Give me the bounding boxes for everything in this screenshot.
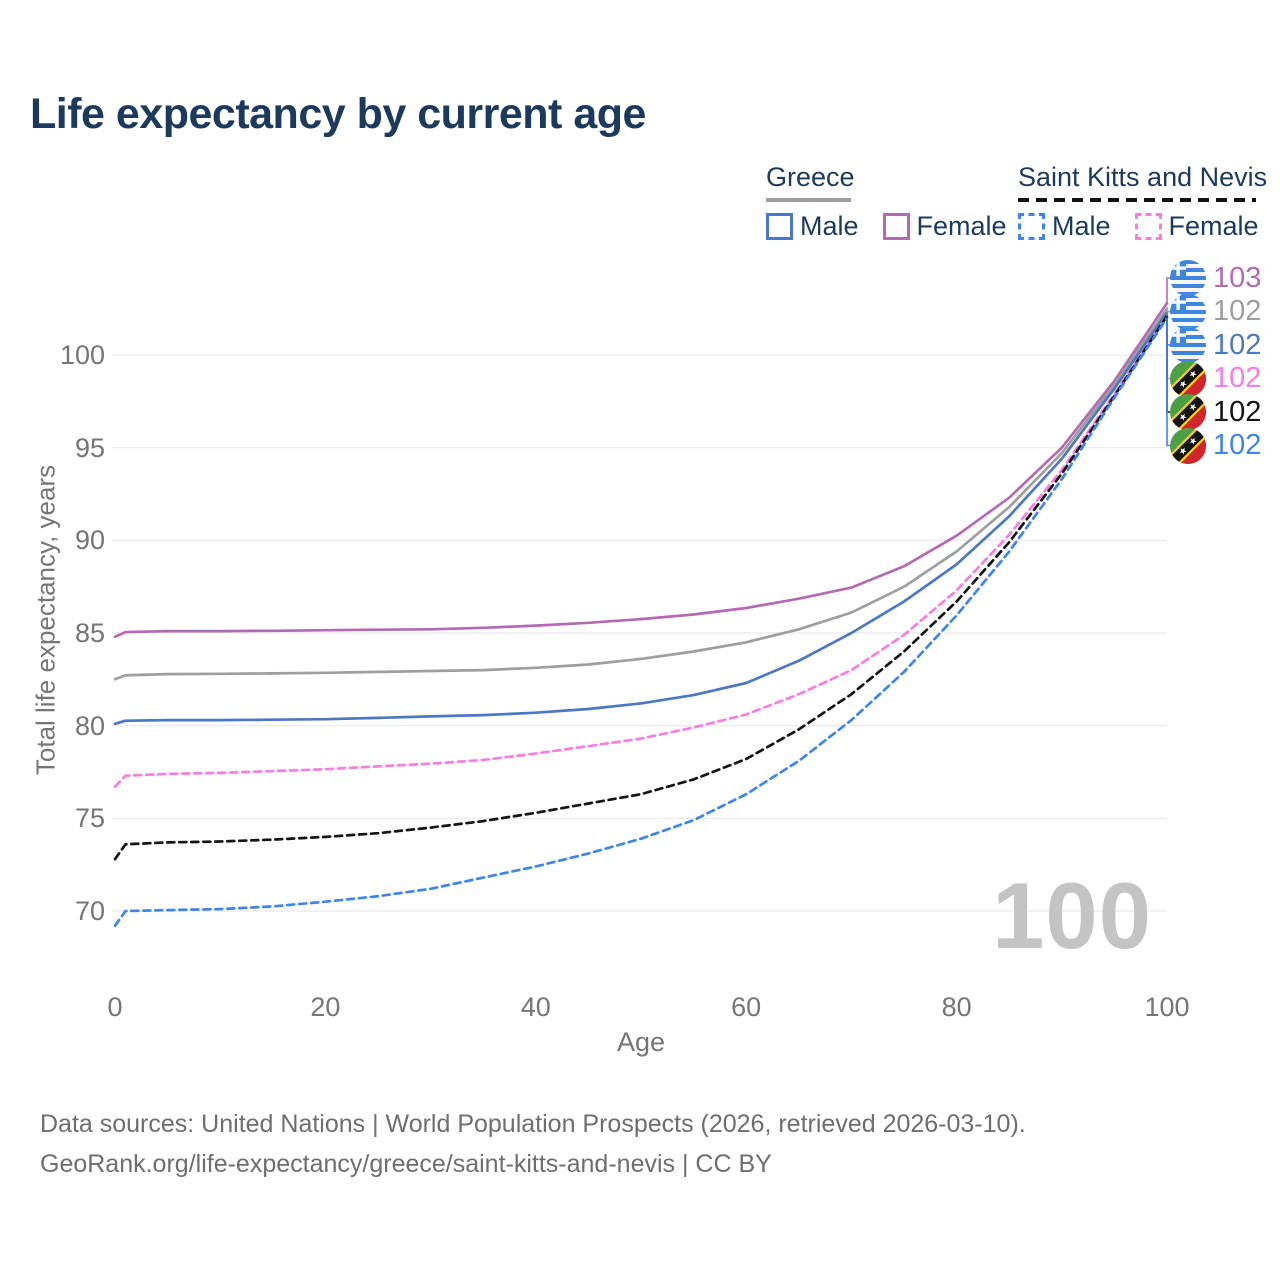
end-label-row: 102 (1170, 428, 1261, 464)
end-label-row: 102 (1170, 327, 1261, 363)
series-line-saint-kitts-and-nevis-male[interactable] (113, 316, 1169, 928)
x-tick-label-80: 80 (941, 992, 972, 1022)
x-tick-label-100: 100 (1144, 992, 1190, 1022)
end-label-row: 103 (1170, 260, 1261, 296)
y-tick-label-95: 95 (74, 432, 105, 463)
greece-female-swatch-icon (882, 213, 910, 240)
series-line-saint-kitts-and-nevis-female[interactable] (113, 314, 1169, 789)
x-axis-title: Age (616, 1027, 666, 1057)
legend-item-skn-female[interactable]: Female (1134, 211, 1259, 242)
saint-kitts-and-nevis-flag-icon (1170, 361, 1206, 397)
x-tick-label-20: 20 (310, 992, 341, 1022)
skn-female-swatch-icon (1134, 213, 1162, 240)
end-label-value: 102 (1213, 295, 1262, 327)
end-label-value: 102 (1213, 429, 1262, 461)
series-line-greece-female[interactable] (113, 301, 1169, 639)
y-tick-label-100: 100 (59, 340, 105, 370)
legend-group-greece-title: Greece (766, 162, 855, 192)
legend-group-greece: Greece Male Female (766, 162, 1031, 242)
legend-item-label: Female (916, 211, 1007, 241)
data-sources-text: Data sources: United Nations | World Pop… (40, 1110, 1026, 1138)
greece-flag-icon (1170, 327, 1206, 363)
x-tick-label-40: 40 (520, 992, 551, 1022)
end-label-value: 102 (1213, 362, 1262, 394)
greece-flag-icon (1170, 260, 1206, 296)
legend-item-greece-female[interactable]: Female (882, 211, 1007, 242)
y-tick-label-85: 85 (74, 618, 105, 648)
end-label-value: 102 (1213, 395, 1262, 428)
legend-item-label: Male (800, 211, 859, 241)
greece-flag-icon (1170, 294, 1206, 330)
y-tick-label-90: 90 (74, 525, 105, 556)
legend-skn-underline (1018, 198, 1256, 202)
end-label-value: 102 (1213, 328, 1262, 361)
x-tick-label-0: 0 (107, 992, 123, 1022)
legend-item-skn-male[interactable]: Male (1018, 211, 1111, 242)
series-line-greece-both-sexes[interactable] (113, 307, 1169, 681)
legend-item-label: Male (1052, 211, 1111, 241)
series-line-greece-male[interactable] (113, 311, 1169, 726)
source-url-text[interactable]: GeoRank.org/life-expectancy/greece/saint… (40, 1150, 772, 1178)
saint-kitts-and-nevis-flag-icon (1170, 394, 1206, 430)
legend-group-saint-kitts-and-nevis: Saint Kitts and Nevis Male Female (1018, 162, 1280, 242)
y-tick-label-80: 80 (74, 710, 105, 741)
end-label-value: 103 (1213, 261, 1262, 294)
greece-male-swatch-icon (766, 213, 793, 240)
saint-kitts-and-nevis-flag-icon (1170, 428, 1206, 464)
y-tick-label-70: 70 (74, 896, 105, 926)
series-line-saint-kitts-and-nevis-both-sexes[interactable] (113, 314, 1169, 861)
end-label-row: 102 (1170, 361, 1261, 397)
end-label-row: 102 (1170, 394, 1261, 430)
skn-male-swatch-icon (1018, 213, 1045, 240)
x-tick-label-60: 60 (731, 992, 762, 1022)
end-label-row: 102 (1170, 294, 1261, 330)
legend-group-skn-title: Saint Kitts and Nevis (1018, 162, 1268, 192)
age-counter-watermark: 100 (992, 863, 1152, 968)
chart-title: Life expectancy by current age (30, 90, 646, 138)
legend-item-greece-male[interactable]: Male (766, 211, 859, 242)
y-tick-label-75: 75 (74, 803, 105, 834)
legend-item-label: Female (1168, 211, 1259, 241)
legend-greece-underline (766, 198, 851, 202)
